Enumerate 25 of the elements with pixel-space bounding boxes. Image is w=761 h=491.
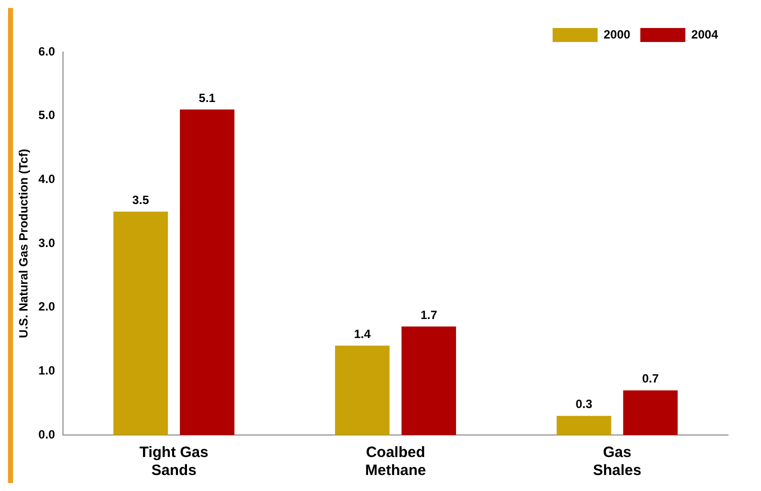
- data-label: 1.7: [420, 308, 438, 322]
- bar: [335, 346, 390, 435]
- data-label: 1.4: [354, 326, 371, 341]
- x-tick-label: Tight Gas Sands: [139, 444, 208, 480]
- bar: [556, 416, 612, 435]
- y-tick-label: 6.0: [38, 44, 56, 58]
- data-label: 3.5: [132, 192, 150, 207]
- y-axis-title: U.S. Natural Gas Production (Tcf): [16, 148, 31, 338]
- y-tick-label: 0.0: [38, 427, 56, 442]
- data-label: 0.7: [642, 372, 660, 386]
- legend-label: 2000: [604, 27, 631, 42]
- bar: [623, 390, 678, 435]
- legend-label: 2004: [691, 27, 718, 42]
- y-tick-label: 4.0: [38, 172, 56, 186]
- bar: [180, 109, 234, 435]
- x-tick-label: Coalbed Methane: [365, 444, 426, 480]
- y-tick-label: 1.0: [38, 363, 56, 378]
- data-label: 5.1: [198, 90, 216, 105]
- bar: [402, 326, 456, 435]
- y-tick-label: 3.0: [38, 236, 56, 250]
- y-tick-label: 2.0: [38, 300, 56, 314]
- x-tick-label: Gas Shales: [592, 444, 642, 480]
- data-label: 0.3: [576, 397, 593, 412]
- bar: [113, 212, 168, 435]
- y-tick-label: 5.0: [38, 108, 56, 122]
